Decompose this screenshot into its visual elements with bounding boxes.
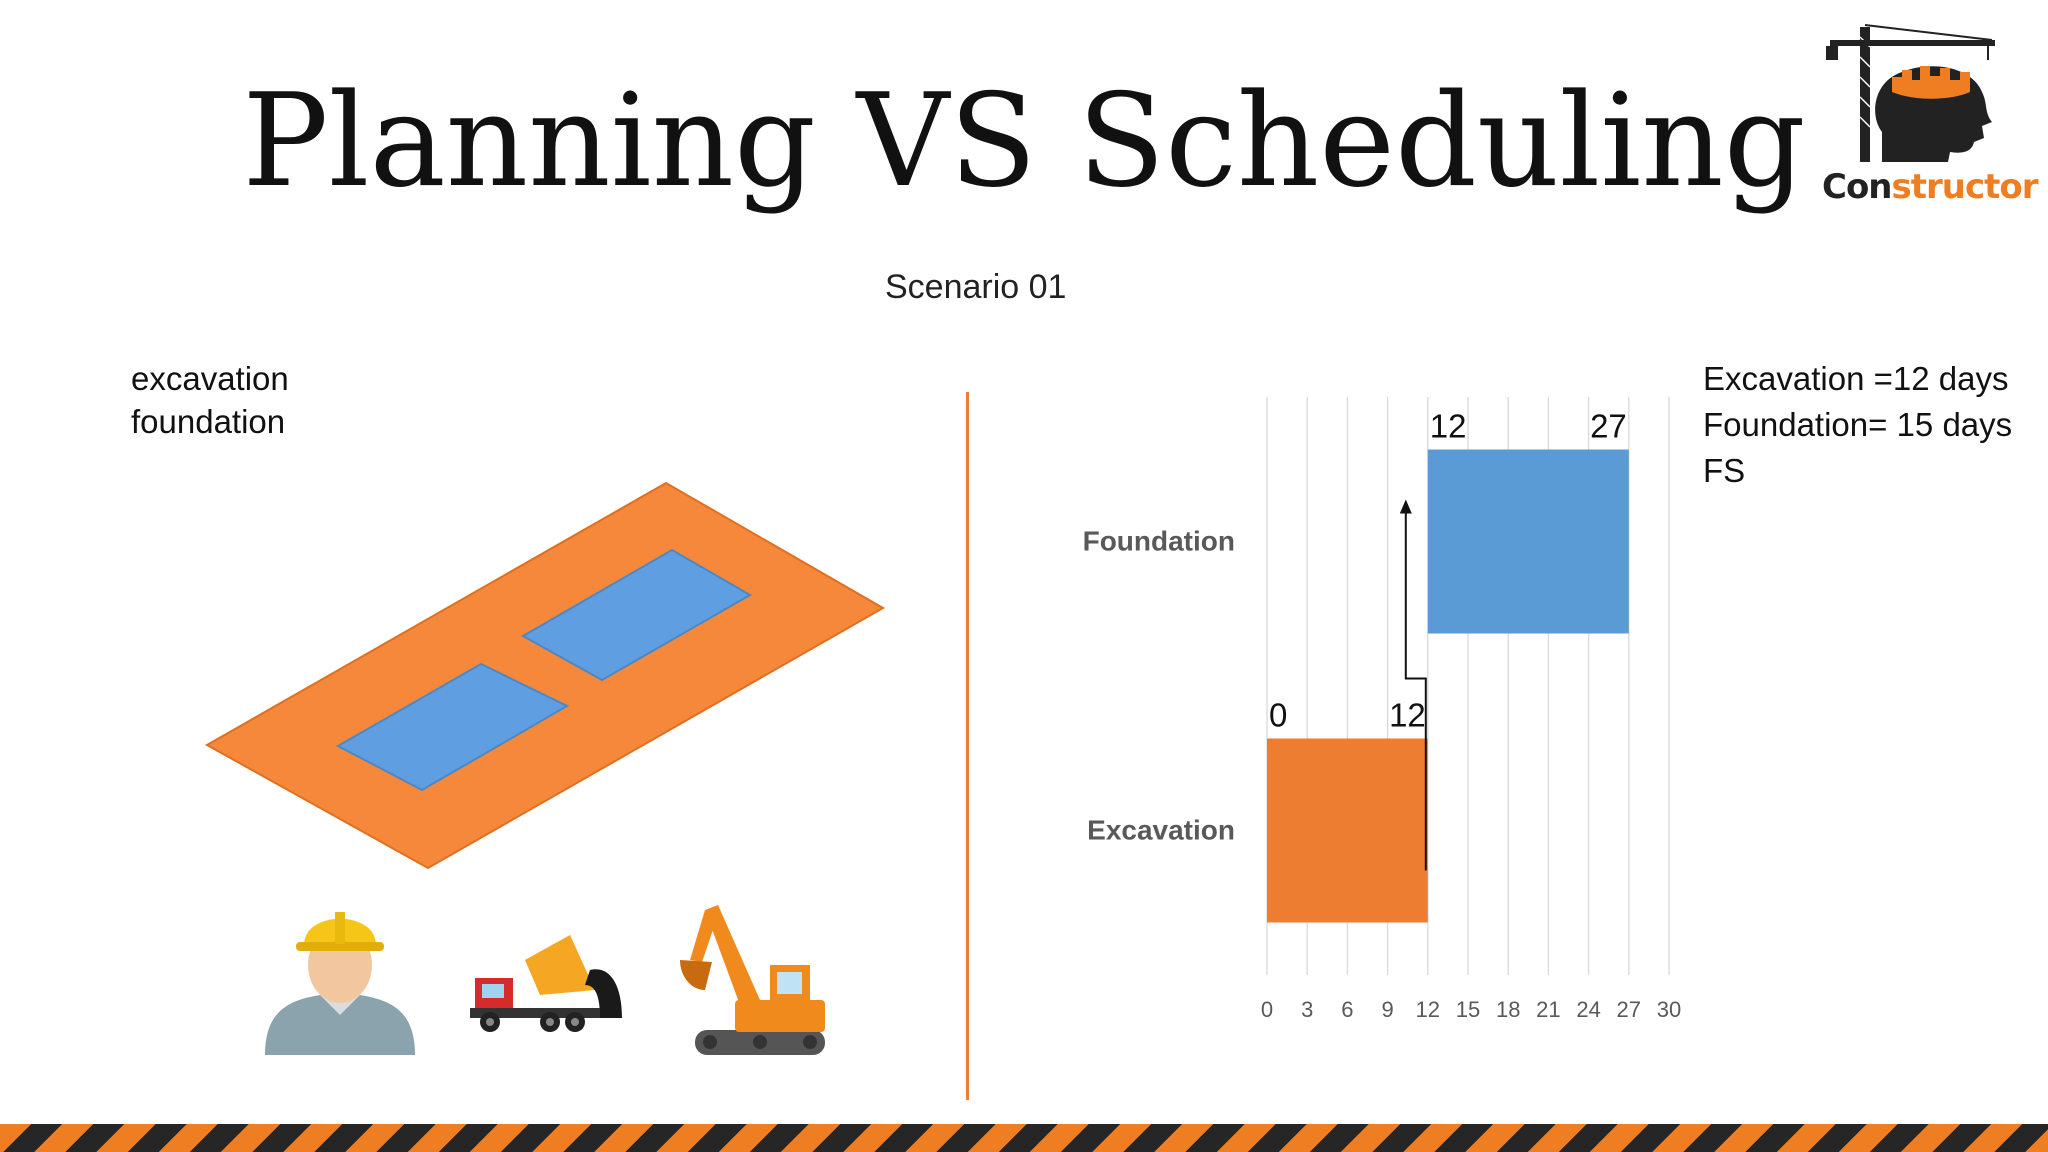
x-tick-label: 0 xyxy=(1261,997,1273,1022)
excavator-icon xyxy=(680,905,825,1055)
excavation-plan-illustration xyxy=(204,481,886,870)
bar-annotation: 0 xyxy=(1269,697,1287,734)
note-foundation-duration: Foundation= 15 days xyxy=(1703,406,2013,443)
x-tick-label: 3 xyxy=(1301,997,1313,1022)
logo-wordmark: Constructor xyxy=(1822,167,2039,207)
duration-notes: Excavation =12 days Foundation= 15 days … xyxy=(1703,356,2012,494)
y-category-label: Foundation xyxy=(1083,526,1235,557)
bar-annotation: 27 xyxy=(1590,408,1627,445)
bar-foundation xyxy=(1427,449,1629,634)
foundation-pit-2 xyxy=(520,548,753,682)
hazard-stripe-footer xyxy=(0,1124,2048,1152)
bar-excavation xyxy=(1267,738,1428,923)
bar-annotation: 12 xyxy=(1430,408,1467,445)
activity-excavation: excavation xyxy=(131,360,289,397)
page-title: Planning VS Scheduling xyxy=(242,67,1806,216)
x-tick-label: 27 xyxy=(1617,997,1641,1022)
x-tick-label: 12 xyxy=(1416,997,1440,1022)
x-tick-label: 21 xyxy=(1536,997,1560,1022)
worker-icon xyxy=(265,912,415,1055)
y-category-label: Excavation xyxy=(1087,815,1235,846)
x-tick-label: 15 xyxy=(1456,997,1480,1022)
x-tick-label: 6 xyxy=(1341,997,1353,1022)
constructor-logo: Constructor xyxy=(1822,22,2039,217)
note-excavation-duration: Excavation =12 days xyxy=(1703,360,2009,397)
dump-truck-icon xyxy=(470,935,622,1032)
scenario-label: Scenario 01 xyxy=(885,268,1067,306)
dependency-arrow xyxy=(1404,511,1427,871)
excavation-area xyxy=(204,481,886,870)
activity-foundation: foundation xyxy=(131,403,286,440)
vertical-divider xyxy=(966,392,969,1100)
x-tick-label: 24 xyxy=(1576,997,1600,1022)
x-tick-label: 9 xyxy=(1381,997,1393,1022)
gantt-chart: 0 3 6 9 12 15 18 21 24 27 30 Foundation Excavation 12… xyxy=(1083,397,1681,1022)
x-tick-label: 30 xyxy=(1657,997,1681,1022)
bar-annotation: 12 xyxy=(1389,697,1426,734)
dependency-arrowhead xyxy=(1399,499,1412,514)
crane-head-logo-icon xyxy=(1826,24,1995,162)
resource-icons xyxy=(265,905,825,1055)
foundation-pit-1 xyxy=(335,662,570,792)
activity-list: excavation foundation xyxy=(131,357,289,443)
note-relationship-type: FS xyxy=(1703,452,1746,489)
x-tick-label: 18 xyxy=(1496,997,1520,1022)
